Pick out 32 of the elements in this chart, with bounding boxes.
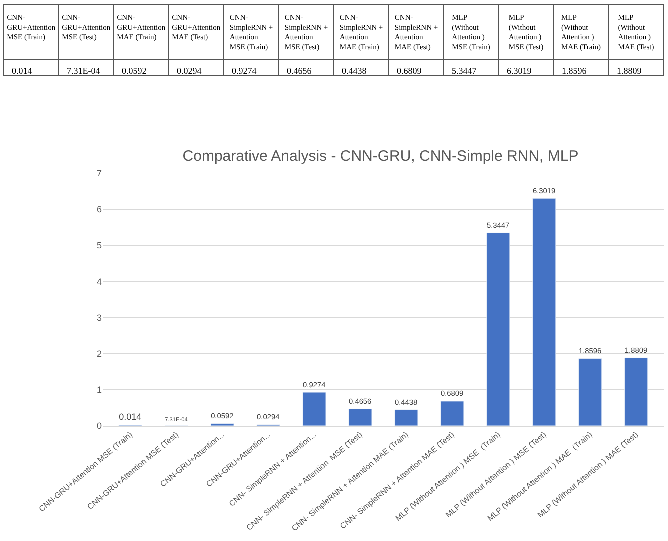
data-label: 1.8596 xyxy=(578,346,602,356)
data-label: 0.014 xyxy=(12,66,33,76)
data-label: 1.8809 xyxy=(617,66,642,76)
data-label: 7.31E-04 xyxy=(67,66,101,76)
data-label: 5.3447 xyxy=(452,66,478,76)
data-label: 0.9274 xyxy=(303,380,326,390)
data-label: 0.014 xyxy=(119,412,142,422)
data-label: 0.0294 xyxy=(177,66,202,76)
data-label: 0.4656 xyxy=(349,396,372,406)
data-label: 0.0294 xyxy=(257,412,280,422)
data-label: 0.0592 xyxy=(211,412,234,421)
chart-title: Comparative Analysis - CNN-GRU, CNN-Simple RNN, MLP xyxy=(182,148,579,165)
data-label: 1.8809 xyxy=(624,346,648,355)
y-tick-label: 4 xyxy=(96,276,102,287)
y-tick-label: 0 xyxy=(96,421,102,432)
data-label: 0.6809 xyxy=(397,66,422,76)
y-tick-label: 6 xyxy=(96,204,102,215)
data-label: 0.6809 xyxy=(440,389,464,398)
data-label: 0.0592 xyxy=(122,66,147,76)
y-tick-label: 2 xyxy=(96,348,102,359)
y-tick-label: 1 xyxy=(96,385,102,396)
y-tick-label: 7 xyxy=(96,168,102,179)
data-label: 6.3019 xyxy=(532,186,556,196)
data-label: 5.3447 xyxy=(486,220,510,230)
data-label: 0.4656 xyxy=(287,66,312,76)
data-label: 1.8596 xyxy=(562,66,588,76)
y-tick-label: 5 xyxy=(96,240,102,251)
data-label: 0.4438 xyxy=(395,398,418,407)
data-label: 0.9274 xyxy=(232,66,258,76)
data-label: 0.4438 xyxy=(342,66,368,76)
y-tick-label: 3 xyxy=(96,312,102,323)
data-label: 6.3019 xyxy=(507,66,532,76)
